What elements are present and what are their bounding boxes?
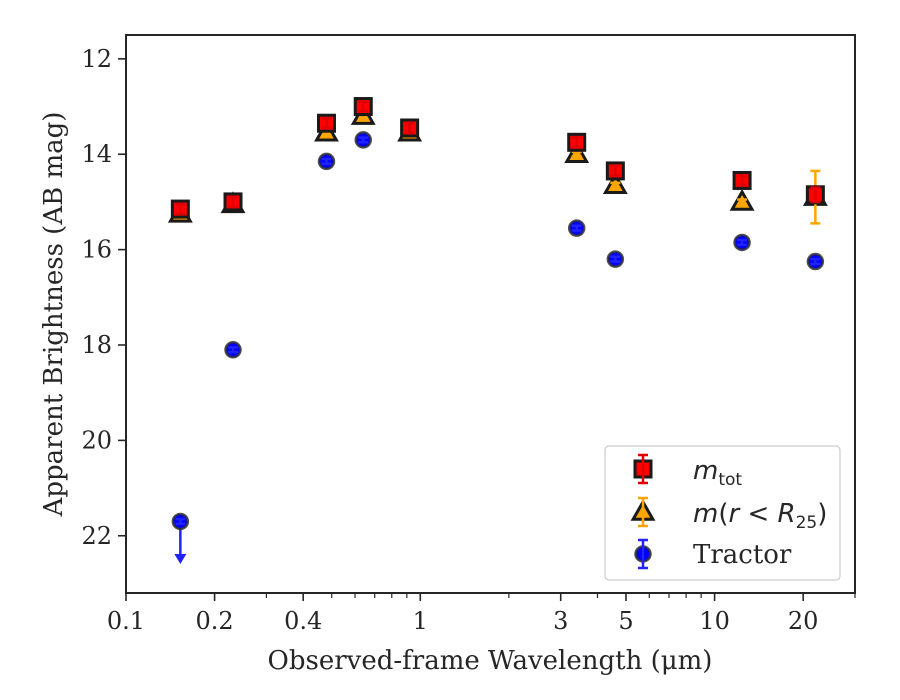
plot-frame xyxy=(125,34,856,594)
x-tick-label: 0.1 xyxy=(107,607,145,635)
legend: mtot m(r < R25) Tractor xyxy=(604,445,841,581)
legend-box xyxy=(604,445,841,581)
error-bar xyxy=(610,164,621,177)
error-bar xyxy=(610,181,621,189)
error-bar xyxy=(571,224,582,232)
x-tick-label: 5 xyxy=(618,607,633,635)
error-bar xyxy=(737,238,748,247)
x-tick-label: 10 xyxy=(699,607,730,635)
error-bar xyxy=(737,198,748,206)
error-bar xyxy=(404,121,415,135)
error-bar xyxy=(571,150,582,158)
legend-entry-mtot: mtot xyxy=(693,456,742,490)
error-bar xyxy=(810,186,821,204)
legend-markers xyxy=(630,453,656,570)
legend-error-bar xyxy=(638,538,648,570)
y-tick-label: 18 xyxy=(81,331,112,359)
legend-error-bar xyxy=(638,453,648,485)
legend-error-bar xyxy=(638,496,648,528)
series-square xyxy=(170,97,825,219)
x-axis-label: Observed-frame Wavelength (μm) xyxy=(268,646,713,676)
y-tick-label: 20 xyxy=(81,426,112,454)
error-bar xyxy=(737,174,748,187)
y-tick-label: 14 xyxy=(81,140,112,168)
x-tick-label: 3 xyxy=(553,607,568,635)
upper-limit-arrow-head xyxy=(174,554,187,564)
x-tick-label: 1 xyxy=(413,607,428,635)
error-bar xyxy=(321,117,332,130)
data-series xyxy=(167,97,828,564)
error-bar xyxy=(228,346,239,354)
y-axis-ticks: 12 14 16 18 20 22 xyxy=(81,45,126,550)
error-bar xyxy=(321,157,332,166)
error-bar xyxy=(175,203,186,216)
error-bar xyxy=(810,257,821,266)
y-tick-label: 12 xyxy=(81,45,112,73)
error-bar xyxy=(358,136,369,144)
x-axis-ticks: 0.1 0.2 0.4 1 3 5 10 20 xyxy=(107,593,819,635)
error-bar xyxy=(571,136,582,149)
legend-entry-mr-r25: m(r < R25) xyxy=(693,499,827,533)
error-bar xyxy=(175,517,186,526)
legend-entry-tractor: Tractor xyxy=(693,540,792,570)
error-bar xyxy=(610,255,621,263)
error-bar xyxy=(228,195,239,208)
x-tick-label: 0.2 xyxy=(196,607,234,635)
error-bar xyxy=(358,100,369,113)
y-tick-label: 22 xyxy=(81,522,112,550)
y-tick-label: 16 xyxy=(81,236,112,264)
y-axis-label: Apparent Brightness (AB mag) xyxy=(39,112,69,518)
x-tick-label: 0.4 xyxy=(284,607,322,635)
x-tick-label: 20 xyxy=(788,607,819,635)
